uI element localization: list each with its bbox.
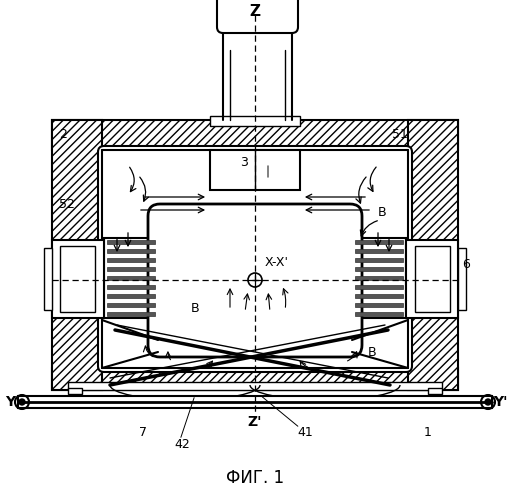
Bar	[107, 258, 155, 262]
Bar	[354, 312, 402, 316]
Bar	[60, 246, 95, 312]
Bar	[107, 249, 155, 253]
Text: 7: 7	[139, 426, 147, 438]
Text: B: B	[377, 206, 385, 220]
Bar	[354, 276, 402, 280]
Bar	[52, 240, 104, 318]
Bar	[354, 303, 402, 307]
Bar	[427, 388, 441, 394]
Bar	[107, 267, 155, 271]
Text: ФИГ. 1: ФИГ. 1	[225, 469, 284, 487]
Bar	[107, 312, 155, 316]
Text: 6: 6	[461, 258, 469, 272]
Bar	[107, 303, 155, 307]
Text: 2: 2	[59, 128, 67, 141]
Bar	[104, 238, 158, 318]
Text: 1: 1	[423, 426, 431, 438]
Bar	[210, 116, 299, 126]
Bar	[102, 150, 407, 368]
Bar	[414, 246, 449, 312]
Bar	[68, 382, 441, 390]
Bar	[405, 240, 457, 318]
Text: B: B	[367, 346, 376, 358]
Bar	[107, 240, 155, 244]
Text: B: B	[190, 302, 199, 314]
Bar	[18, 396, 491, 408]
Text: Y: Y	[5, 395, 15, 409]
Bar	[354, 267, 402, 271]
Bar	[107, 294, 155, 298]
Bar	[107, 276, 155, 280]
FancyBboxPatch shape	[98, 146, 411, 372]
Bar	[351, 238, 405, 318]
FancyBboxPatch shape	[148, 204, 361, 357]
Text: 3: 3	[240, 156, 247, 168]
Bar	[52, 120, 457, 150]
Text: 51: 51	[391, 128, 407, 141]
Bar	[354, 285, 402, 289]
Text: 52: 52	[59, 198, 75, 211]
Circle shape	[19, 399, 25, 405]
Bar	[354, 249, 402, 253]
Bar	[457, 248, 465, 310]
FancyBboxPatch shape	[216, 0, 297, 33]
Bar	[68, 388, 82, 394]
Bar	[210, 150, 299, 190]
Text: Z': Z'	[247, 415, 262, 429]
Text: 42: 42	[174, 438, 189, 452]
Text: Z: Z	[249, 4, 260, 20]
Bar	[354, 258, 402, 262]
Bar	[354, 240, 402, 244]
Bar	[52, 120, 102, 390]
Bar	[44, 248, 52, 310]
Bar	[222, 26, 292, 120]
Circle shape	[484, 399, 490, 405]
Bar	[52, 368, 457, 390]
Bar	[354, 294, 402, 298]
Text: Y': Y'	[492, 395, 506, 409]
Text: X-X': X-X'	[265, 256, 289, 268]
Bar	[107, 285, 155, 289]
Bar	[407, 120, 457, 390]
Text: 41: 41	[297, 426, 312, 438]
